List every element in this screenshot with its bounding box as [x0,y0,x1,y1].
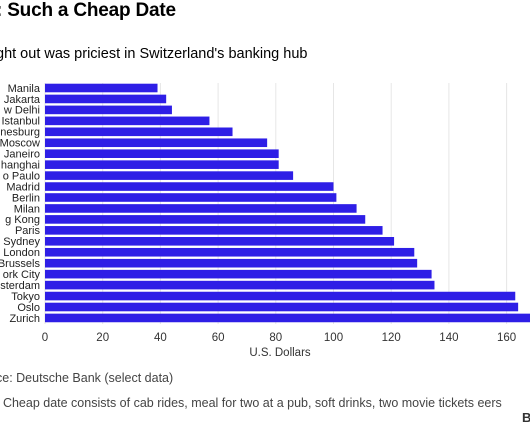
bar [45,160,279,169]
brand-mark: B [522,410,530,425]
bar [45,171,294,180]
category-label: London [3,247,40,259]
category-label: ork City [3,269,41,281]
category-label: sterdam [0,280,40,292]
bar [45,226,383,235]
bar [45,116,210,126]
category-label: Paris [15,225,41,237]
chart-subtitle: ght out was priciest in Switzerland's ba… [0,46,308,62]
x-axis-ticks: 0 20 40 60 80 100 120 140 160 [42,332,516,344]
category-label: Sydney [3,236,40,248]
category-label: g Kong [5,214,40,226]
bar [45,313,530,323]
bars [45,83,530,323]
bar [45,138,268,148]
x-axis-label: U.S. Dollars [249,347,311,359]
x-tick-label: 140 [439,332,458,344]
category-label: Istanbul [1,116,40,128]
category-label: Berlin [12,192,40,204]
bar [45,204,357,213]
category-label: Moscow [0,138,40,150]
bar [45,83,158,93]
bar [45,291,516,301]
category-label: Madrid [6,181,40,193]
category-label: Oslo [17,302,40,314]
bar [45,302,519,312]
bar [45,258,418,268]
category-label: o Paulo [3,170,40,182]
category-label: Milan [14,203,40,215]
category-label: Brussels [0,258,40,270]
bar [45,127,233,137]
x-tick-label: 0 [42,332,48,344]
category-label: Jakarta [4,94,41,106]
bar [45,215,366,224]
bar [45,149,279,158]
x-tick-label: 120 [382,332,401,344]
x-tick-label: 60 [212,332,225,344]
x-tick-label: 20 [96,332,109,344]
category-label: w Delhi [3,105,40,117]
x-tick-label: 100 [324,332,343,344]
bar [45,105,172,115]
category-label: Manila [8,83,41,95]
category-label: hanghai [1,159,40,171]
bar [45,193,337,202]
bar [45,269,432,279]
bar [45,280,435,290]
category-label: nesburg [0,127,40,139]
footnote: : Cheap date consists of cab rides, meal… [0,396,502,410]
x-tick-label: 80 [269,332,282,344]
category-label: Tokyo [11,291,40,303]
x-tick-label: 40 [154,332,167,344]
bar [45,182,334,191]
category-label: Zurich [9,313,40,325]
chart-title: : Such a Cheap Date [0,0,176,21]
x-tick-label: 160 [497,332,516,344]
bar [45,247,415,257]
bar [45,237,395,246]
category-label: Janeiro [4,149,40,161]
bar [45,94,167,104]
source-note: ce: Deutsche Bank (select data) [0,371,174,385]
